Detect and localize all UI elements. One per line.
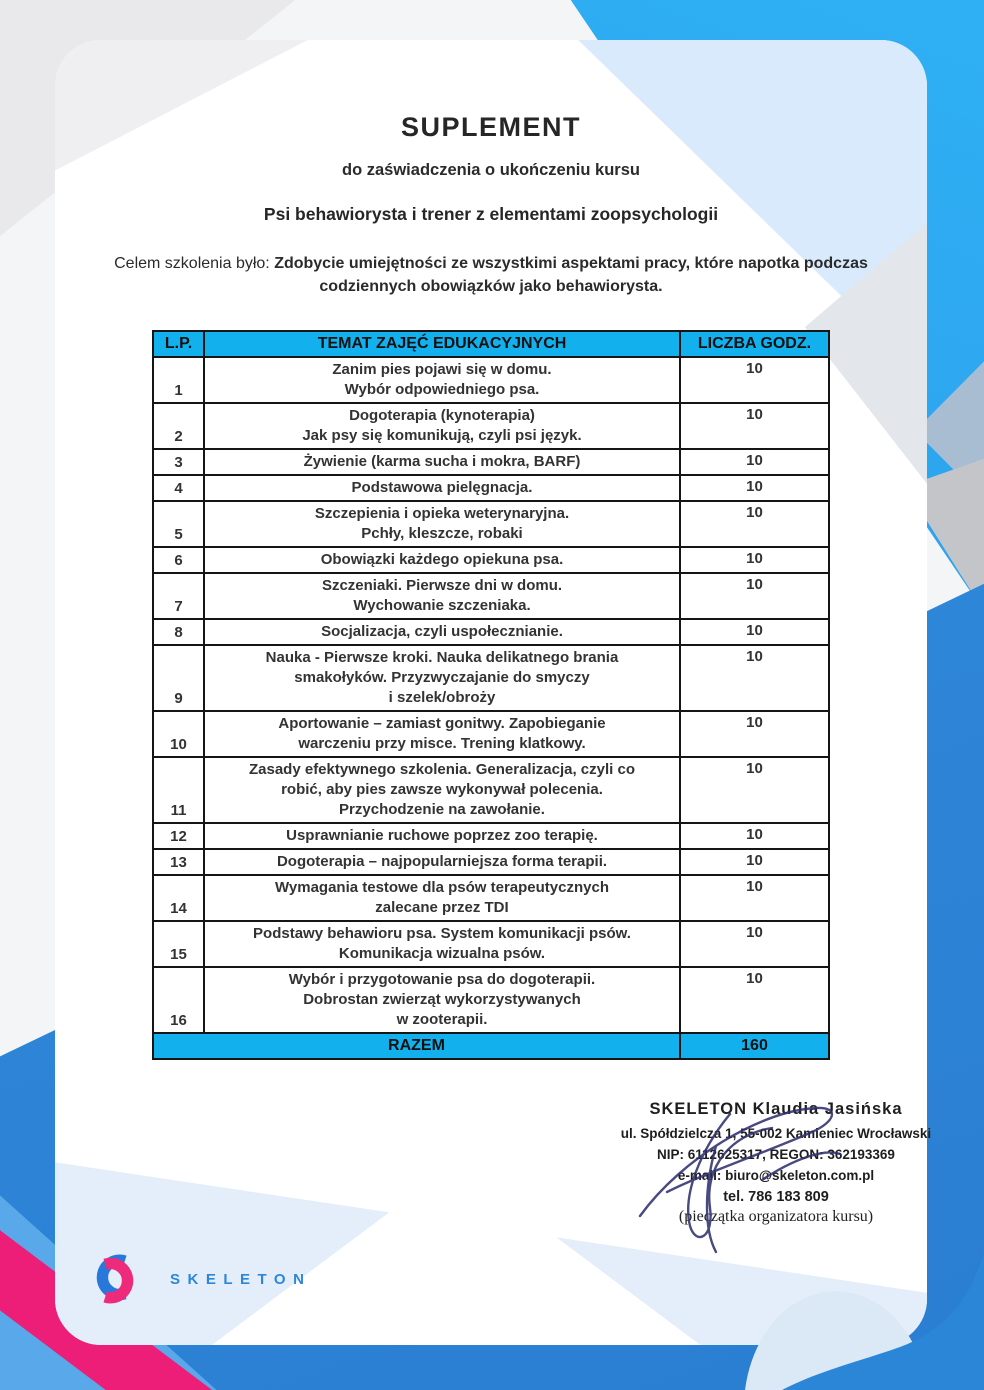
row-number-cell: 13 [152,848,205,876]
table-total-row: RAZEM 160 [152,1032,830,1060]
course-title: Psi behawiorysta i trener z elementami z… [263,204,719,224]
hours-cell: 10 [679,546,830,574]
stamp-nip-regon: NIP: 6112625317, REGON: 362193369 [657,1147,895,1162]
course-table-body: 1 Zanim pies pojawi się w domu. Wybór odp… [152,356,830,1034]
hours-cell: 10 [679,618,830,646]
hours-cell: 10 [679,848,830,876]
row-number-cell: 1 [152,356,205,404]
training-goal-prefix: Celem szkolenia było: [114,255,275,272]
header-lp: L.P. [152,330,205,358]
topic-cell: Zanim pies pojawi się w domu. Wybór odpo… [203,356,681,404]
table-row: 1 Zanim pies pojawi się w domu. Wybór odp… [152,356,830,404]
table-row: 4 Podstawowa pielęgnacja. 10 [152,474,830,502]
table-row: 13 Dogoterapia – najpopularniejsza forma … [152,848,830,876]
skeleton-logo: SKELETON [84,1248,311,1310]
row-number-cell: 2 [152,402,205,450]
hours-cell: 10 [679,822,830,850]
topic-cell: Obowiązki każdego opiekuna psa. [203,546,681,574]
topic-cell: Wybór i przygotowanie psa do dogoterapii… [203,966,681,1034]
row-number-cell: 15 [152,920,205,968]
table-header-row: L.P. TEMAT ZAJĘĆ EDUKACYJNYCH LICZBA GOD… [152,330,830,358]
row-number-cell: 9 [152,644,205,712]
table-row: 8 Socjalizacja, czyli uspołecznianie. 10 [152,618,830,646]
table-row: 11 Zasady efektywnego szkolenia. Generali… [152,756,830,824]
table-row: 2 Dogoterapia (kynoterapia) Jak psy się k… [152,402,830,450]
table-row: 10 Aportowanie – zamiast gonitwy. Zapobie… [152,710,830,758]
topic-cell: Podstawy behawioru psa. System komunikac… [203,920,681,968]
hours-cell: 10 [679,920,830,968]
course-hours-table: L.P. TEMAT ZAJĘĆ EDUKACYJNYCH LICZBA GOD… [152,330,830,1060]
hours-cell: 10 [679,756,830,824]
signature-icon [638,1106,842,1254]
topic-cell: Nauka - Pierwsze kroki. Nauka delikatneg… [203,644,681,712]
skeleton-logo-icon [96,1254,134,1304]
stamp-company-name: SKELETON Klaudia Jasińska [649,1100,903,1118]
topic-cell: Socjalizacja, czyli uspołecznianie. [203,618,681,646]
topic-cell: Dogoterapia (kynoterapia) Jak psy się ko… [203,402,681,450]
row-number-cell: 7 [152,572,205,620]
total-hours: 160 [679,1032,830,1060]
topic-cell: Wymagania testowe dla psów terapeutyczny… [203,874,681,922]
hours-cell: 10 [679,572,830,620]
table-row: 7 Szczeniaki. Pierwsze dni w domu. Wychow… [152,572,830,620]
page-subtitle: do zaświadczenia o ukończeniu kursu [342,161,640,179]
header-topic: TEMAT ZAJĘĆ EDUKACYJNYCH [203,330,681,358]
hours-cell: 10 [679,402,830,450]
row-number-cell: 10 [152,710,205,758]
row-number-cell: 14 [152,874,205,922]
total-label: RAZEM [152,1032,681,1060]
topic-cell: Podstawowa pielęgnacja. [203,474,681,502]
row-number-cell: 6 [152,546,205,574]
row-number-cell: 11 [152,756,205,824]
topic-cell: Dogoterapia – najpopularniejsza forma te… [203,848,681,876]
row-number-cell: 16 [152,966,205,1034]
hours-cell: 10 [679,644,830,712]
row-number-cell: 3 [152,448,205,476]
table-row: 5 Szczepienia i opieka weterynaryjna. Pch… [152,500,830,548]
training-goal: Celem szkolenia było: Zdobycie umiejętno… [111,252,871,298]
topic-cell: Szczepienia i opieka weterynaryjna. Pchł… [203,500,681,548]
topic-cell: Usprawnianie ruchowe poprzez zoo terapię… [203,822,681,850]
training-goal-text: Zdobycie umiejętności ze wszystkimi aspe… [274,255,868,296]
topic-cell: Szczeniaki. Pierwsze dni w domu. Wychowa… [203,572,681,620]
table-row: 3 Żywienie (karma sucha i mokra, BARF) 10 [152,448,830,476]
table-row: 14 Wymagania testowe dla psów terapeutycz… [152,874,830,922]
table-row: 15 Podstawy behawioru psa. System komunik… [152,920,830,968]
hours-cell: 10 [679,474,830,502]
topic-cell: Aportowanie – zamiast gonitwy. Zapobiega… [203,710,681,758]
table-row: 6 Obowiązki każdego opiekuna psa. 10 [152,546,830,574]
hours-cell: 10 [679,710,830,758]
topic-cell: Żywienie (karma sucha i mokra, BARF) [203,448,681,476]
stamp-address: ul. Spółdzielcza 1, 55-002 Kamieniec Wro… [620,1126,932,1141]
header-hours: LICZBA GODZ. [679,330,830,358]
hours-cell: 10 [679,874,830,922]
skeleton-logo-text: SKELETON [170,1270,312,1288]
hours-cell: 10 [679,500,830,548]
table-row: 16 Wybór i przygotowanie psa do dogoterap… [152,966,830,1034]
page-title: SUPLEMENT [400,112,581,142]
row-number-cell: 8 [152,618,205,646]
table-row: 9 Nauka - Pierwsze kroki. Nauka delikatne… [152,644,830,712]
hours-cell: 10 [679,966,830,1034]
topic-cell: Zasady efektywnego szkolenia. Generaliza… [203,756,681,824]
hours-cell: 10 [679,448,830,476]
row-number-cell: 4 [152,474,205,502]
row-number-cell: 5 [152,500,205,548]
table-row: 12 Usprawnianie ruchowe poprzez zoo terap… [152,822,830,850]
row-number-cell: 12 [152,822,205,850]
hours-cell: 10 [679,356,830,404]
